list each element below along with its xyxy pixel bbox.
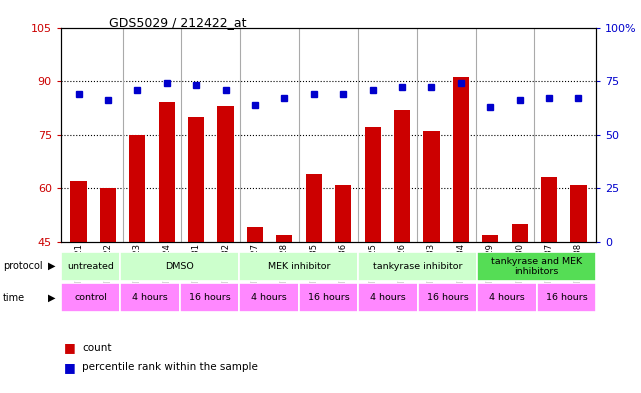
- Bar: [537, 283, 596, 312]
- Text: ■: ■: [64, 341, 76, 354]
- Bar: [71, 181, 87, 242]
- Bar: [423, 131, 440, 242]
- Bar: [121, 252, 239, 281]
- Text: 4 hours: 4 hours: [489, 293, 525, 302]
- Bar: [306, 174, 322, 242]
- Text: time: time: [3, 293, 26, 303]
- Text: ▶: ▶: [48, 293, 56, 303]
- Bar: [129, 134, 146, 242]
- Bar: [276, 235, 292, 242]
- Bar: [394, 110, 410, 242]
- Bar: [570, 185, 587, 242]
- Text: 4 hours: 4 hours: [132, 293, 168, 302]
- Bar: [299, 283, 358, 312]
- Bar: [121, 283, 180, 312]
- Bar: [180, 283, 239, 312]
- Bar: [188, 117, 204, 242]
- Text: percentile rank within the sample: percentile rank within the sample: [82, 362, 258, 373]
- Bar: [61, 283, 121, 312]
- Text: count: count: [82, 343, 112, 353]
- Bar: [541, 177, 557, 242]
- Text: 16 hours: 16 hours: [308, 293, 349, 302]
- Text: ▶: ▶: [48, 261, 56, 271]
- Bar: [217, 106, 234, 242]
- Bar: [61, 252, 121, 281]
- Text: 16 hours: 16 hours: [188, 293, 231, 302]
- Bar: [159, 103, 175, 242]
- Text: tankyrase inhibitor: tankyrase inhibitor: [373, 262, 462, 271]
- Text: protocol: protocol: [3, 261, 43, 271]
- Bar: [482, 235, 498, 242]
- Bar: [358, 283, 418, 312]
- Bar: [358, 252, 477, 281]
- Bar: [239, 283, 299, 312]
- Text: ■: ■: [64, 361, 76, 374]
- Text: GDS5029 / 212422_at: GDS5029 / 212422_at: [109, 16, 247, 29]
- Text: tankyrase and MEK
inhibitors: tankyrase and MEK inhibitors: [491, 257, 582, 276]
- Bar: [100, 188, 116, 242]
- Text: untreated: untreated: [67, 262, 114, 271]
- Bar: [453, 77, 469, 242]
- Bar: [247, 228, 263, 242]
- Bar: [512, 224, 528, 242]
- Bar: [477, 283, 537, 312]
- Text: control: control: [74, 293, 107, 302]
- Bar: [239, 252, 358, 281]
- Text: 16 hours: 16 hours: [426, 293, 469, 302]
- Text: MEK inhibitor: MEK inhibitor: [267, 262, 330, 271]
- Text: 4 hours: 4 hours: [370, 293, 406, 302]
- Bar: [477, 252, 596, 281]
- Bar: [335, 185, 351, 242]
- Bar: [418, 283, 477, 312]
- Bar: [365, 127, 381, 242]
- Text: DMSO: DMSO: [165, 262, 194, 271]
- Text: 4 hours: 4 hours: [251, 293, 287, 302]
- Text: 16 hours: 16 hours: [545, 293, 587, 302]
